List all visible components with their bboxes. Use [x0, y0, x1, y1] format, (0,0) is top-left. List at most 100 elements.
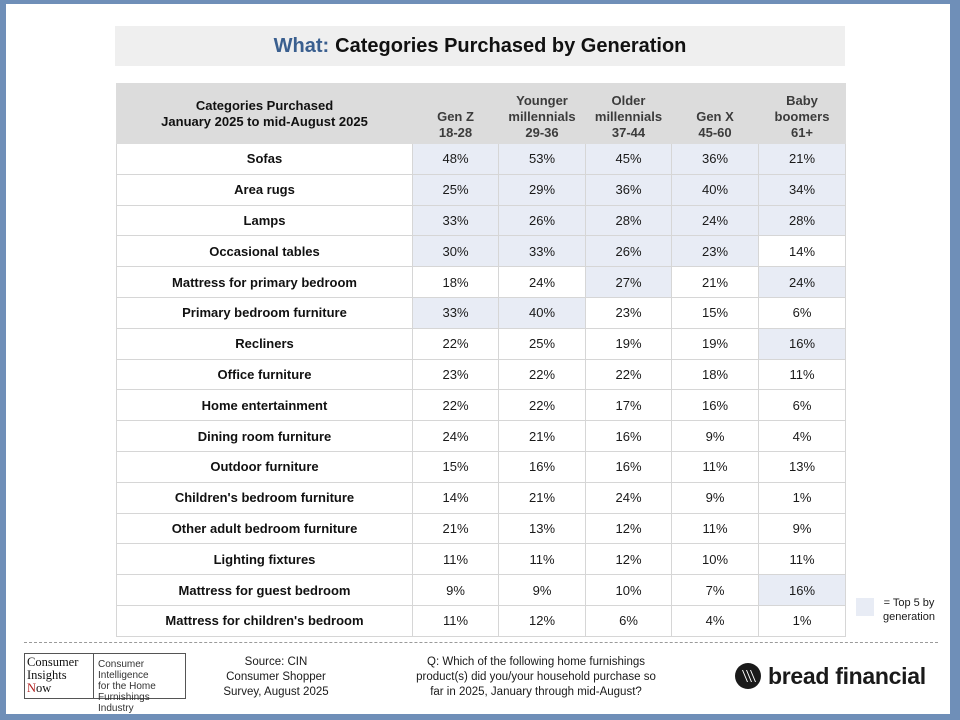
table-row: Other adult bedroom furniture 21% 13% 12% 11… [116, 512, 846, 545]
row-value: 21% [498, 481, 586, 514]
row-value: 4% [758, 420, 846, 452]
consumer-insights-now-logo: Consumer Insights Now Consumer Intellige… [24, 653, 186, 714]
table-body: Sofas 48% 53% 45% 36% 21% Area rugs 25% 29% 36% 40… [116, 143, 846, 637]
row-value: 9% [412, 574, 499, 606]
row-value: 17% [585, 389, 672, 422]
row-value: 23% [585, 296, 672, 329]
row-value: 40% [671, 173, 759, 206]
row-value: 30% [412, 235, 499, 268]
row-category: Area rugs [116, 173, 413, 206]
logo-tagline: Consumer Intelligence for the Home Furni… [98, 659, 156, 714]
row-value: 9% [671, 420, 759, 452]
row-value: 16% [758, 574, 846, 606]
row-category: Mattress for children's bedroom [116, 604, 413, 637]
table-row: Lighting fixtures 11% 11% 12% 10% 11% [116, 543, 846, 576]
row-category: Mattress for guest bedroom [116, 574, 413, 606]
row-value: 34% [758, 173, 846, 206]
row-value: 22% [412, 327, 499, 360]
table-row: Children's bedroom furniture 14% 21% 24% 9% 1… [116, 481, 846, 514]
slide: What: Categories Purchased by Generation… [6, 4, 950, 714]
legend-text: = Top 5 by generation [883, 597, 935, 623]
row-value: 9% [758, 512, 846, 545]
row-value: 19% [671, 327, 759, 360]
row-value: 22% [498, 389, 586, 422]
row-category: Mattress for primary bedroom [116, 266, 413, 298]
row-category: Lighting fixtures [116, 543, 413, 576]
row-value: 15% [671, 296, 759, 329]
row-value: 33% [412, 296, 499, 329]
row-value: 36% [671, 143, 759, 175]
table-row: Outdoor furniture 15% 16% 16% 11% 13% [116, 450, 846, 483]
row-value: 24% [498, 266, 586, 298]
row-value: 16% [671, 389, 759, 422]
source-note: Source: CIN Consumer Shopper Survey, Aug… [223, 656, 329, 698]
row-value: 11% [758, 358, 846, 391]
row-value: 21% [498, 420, 586, 452]
table-row: Home entertainment 22% 22% 17% 16% 6% [116, 389, 846, 422]
row-value: 21% [412, 512, 499, 545]
row-value: 15% [412, 450, 499, 483]
table-row: Occasional tables 30% 33% 26% 23% 14% [116, 235, 846, 268]
row-value: 6% [585, 604, 672, 637]
row-value: 24% [412, 420, 499, 452]
legend-swatch [856, 598, 874, 616]
row-value: 22% [498, 358, 586, 391]
row-value: 11% [671, 450, 759, 483]
row-value: 13% [498, 512, 586, 545]
row-value: 28% [585, 204, 672, 237]
legend: = Top 5 by generation [856, 596, 940, 624]
row-value: 11% [412, 604, 499, 637]
row-category: Children's bedroom furniture [116, 481, 413, 514]
row-value: 21% [671, 266, 759, 298]
row-value: 18% [412, 266, 499, 298]
row-value: 6% [758, 389, 846, 422]
table-row: Mattress for guest bedroom 9% 9% 10% 7% 16% [116, 574, 846, 606]
table-row: Mattress for children's bedroom 11% 12% 6% 4… [116, 604, 846, 637]
table-header-row: Categories Purchased January 2025 to mid… [116, 83, 846, 144]
row-value: 27% [585, 266, 672, 298]
row-category: Sofas [116, 143, 413, 175]
row-value: 12% [585, 512, 672, 545]
row-value: 22% [585, 358, 672, 391]
row-category: Office furniture [116, 358, 413, 391]
row-value: 14% [412, 481, 499, 514]
row-value: 6% [758, 296, 846, 329]
header-gen-z: Gen Z 18-28 [412, 83, 499, 144]
row-value: 24% [585, 481, 672, 514]
table-row: Mattress for primary bedroom 18% 24% 27% 21%… [116, 266, 846, 298]
bread-financial-brand: bread financial [734, 662, 926, 690]
table-row: Area rugs 25% 29% 36% 40% 34% [116, 173, 846, 206]
row-value: 25% [412, 173, 499, 206]
divider [24, 642, 938, 643]
row-value: 7% [671, 574, 759, 606]
table-row: Office furniture 23% 22% 22% 18% 11% [116, 358, 846, 391]
row-value: 12% [498, 604, 586, 637]
row-value: 40% [498, 296, 586, 329]
title-accent: What: [273, 34, 330, 57]
row-value: 16% [498, 450, 586, 483]
row-value: 10% [671, 543, 759, 576]
row-category: Primary bedroom furniture [116, 296, 413, 329]
categories-table: Categories Purchased January 2025 to mid… [116, 83, 846, 637]
question-note: Q: Which of the following home furnishin… [416, 656, 656, 698]
row-value: 48% [412, 143, 499, 175]
row-value: 14% [758, 235, 846, 268]
row-category: Outdoor furniture [116, 450, 413, 483]
row-value: 9% [498, 574, 586, 606]
row-value: 33% [412, 204, 499, 237]
header-baby-boomers: Baby boomers 61+ [758, 83, 846, 144]
row-value: 22% [412, 389, 499, 422]
row-value: 13% [758, 450, 846, 483]
row-category: Recliners [116, 327, 413, 360]
row-value: 11% [758, 543, 846, 576]
brand-name: bread financial [768, 662, 926, 689]
row-value: 16% [585, 420, 672, 452]
row-value: 11% [412, 543, 499, 576]
header-category: Categories Purchased January 2025 to mid… [116, 83, 413, 144]
row-value: 12% [585, 543, 672, 576]
row-value: 11% [671, 512, 759, 545]
row-value: 9% [671, 481, 759, 514]
table-row: Dining room furniture 24% 21% 16% 9% 4% [116, 420, 846, 452]
row-value: 23% [412, 358, 499, 391]
row-value: 4% [671, 604, 759, 637]
